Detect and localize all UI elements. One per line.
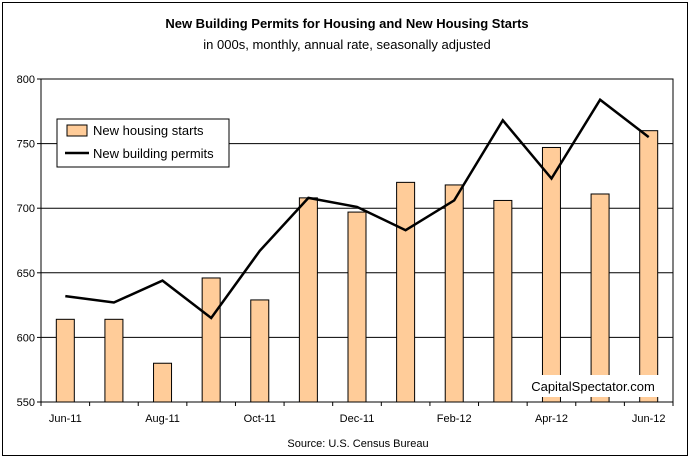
legend: New housing starts New building permits bbox=[56, 118, 230, 168]
bar-apr-12 bbox=[541, 146, 561, 403]
x-tick-label: Apr-12 bbox=[535, 413, 568, 425]
bar-jul-11 bbox=[104, 318, 124, 403]
chart-frame: New Building Permits for Housing and New… bbox=[2, 2, 688, 456]
x-tick-label: Aug-11 bbox=[145, 413, 180, 425]
y-tick-label: 700 bbox=[17, 203, 35, 215]
y-tick-label: 650 bbox=[17, 268, 35, 280]
bar-may-12 bbox=[590, 193, 610, 403]
y-tick-label: 750 bbox=[17, 139, 35, 151]
bar-mar-12 bbox=[493, 199, 513, 403]
bar-nov-11 bbox=[298, 197, 318, 403]
line-series bbox=[65, 97, 650, 320]
y-tick-label: 800 bbox=[17, 74, 35, 86]
watermark: CapitalSpectator.com bbox=[531, 379, 655, 394]
x-tick-label: Jun-11 bbox=[49, 413, 82, 425]
chart: New Building Permits for Housing and New… bbox=[17, 16, 674, 450]
y-tick-label: 600 bbox=[17, 332, 35, 344]
plot-area-border bbox=[40, 78, 674, 403]
chart-title: New Building Permits for Housing and New… bbox=[165, 16, 528, 31]
legend-label-building-permits: New building permits bbox=[93, 146, 214, 161]
bar-jun-12 bbox=[639, 130, 659, 403]
bar-jan-12 bbox=[396, 181, 416, 403]
x-tick-label: Dec-11 bbox=[340, 413, 375, 425]
x-tick-label: Jun-12 bbox=[632, 413, 666, 425]
legend-swatch-housing-starts bbox=[66, 124, 88, 137]
watermark-box bbox=[526, 375, 661, 397]
bar-aug-11 bbox=[153, 362, 173, 403]
source-note: Source: U.S. Census Bureau bbox=[287, 438, 428, 450]
bar-sep-11 bbox=[201, 277, 221, 403]
building-permits-line bbox=[65, 97, 650, 320]
x-axis: Jun-11 Aug-11 Oct-11 Dec-11 Feb-12 Apr-12 Jun-… bbox=[40, 402, 674, 425]
bar-oct-11 bbox=[250, 299, 270, 403]
y-tick-label: 550 bbox=[17, 397, 35, 409]
y-axis: 550 600 650 700 750 800 bbox=[17, 74, 41, 409]
x-tick-label: Oct-11 bbox=[244, 413, 276, 425]
bar-dec-11 bbox=[347, 211, 367, 403]
bar-jun-11 bbox=[55, 318, 75, 403]
bars-series bbox=[55, 130, 659, 403]
legend-label-housing-starts: New housing starts bbox=[93, 123, 204, 138]
bar-feb-12 bbox=[444, 184, 464, 403]
x-tick-label: Feb-12 bbox=[437, 413, 472, 425]
chart-subtitle: in 000s, monthly, annual rate, seasonall… bbox=[203, 37, 490, 52]
